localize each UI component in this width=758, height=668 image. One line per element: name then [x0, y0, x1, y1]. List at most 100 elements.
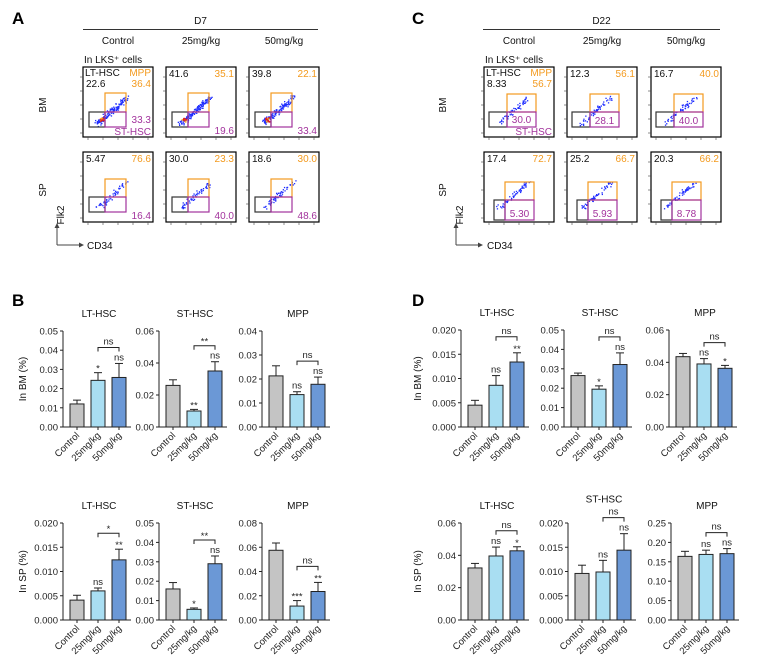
axis-arrow: [455, 226, 480, 246]
st-hsc-percent: 48.6: [298, 211, 318, 222]
event-dot: [290, 95, 292, 97]
event-dot: [191, 114, 194, 117]
event-dot: [523, 187, 525, 189]
event-dot: [596, 109, 599, 112]
event-dot-dense: [265, 118, 267, 121]
event-dot: [211, 96, 213, 98]
event-dot: [688, 102, 690, 105]
chart-title: ST-HSC: [177, 309, 214, 320]
event-dot: [681, 192, 683, 194]
event-dot: [281, 195, 283, 197]
event-dot: [106, 201, 108, 203]
comparison-bracket: [602, 517, 625, 522]
event-dot: [595, 110, 597, 112]
event-dot-dense: [100, 120, 102, 122]
event-dot: [275, 109, 277, 111]
bar-control: [69, 403, 85, 428]
event-dot: [611, 99, 613, 101]
event-dot: [127, 95, 130, 97]
event-dot: [122, 99, 124, 101]
event-dot: [519, 105, 521, 107]
event-dot: [204, 101, 206, 103]
event-dot: [672, 120, 674, 122]
event-dot: [179, 124, 181, 126]
event-dot: [100, 124, 102, 126]
event-dot: [193, 109, 196, 111]
event-dot: [606, 186, 609, 188]
event-dot: [127, 98, 129, 100]
event-dot: [108, 112, 110, 114]
st-hsc-percent: 40.0: [215, 211, 235, 222]
event-dot: [120, 101, 122, 103]
bar-chart-sp-lt-hsc: LT-HSC0.0000.0050.0100.0150.020Control25…: [34, 501, 131, 657]
event-dot: [581, 123, 583, 126]
event-dot: [525, 97, 527, 100]
event-dot: [666, 205, 668, 207]
event-dot: [598, 107, 600, 109]
event-dot: [199, 107, 201, 109]
y-tick-label: 0.015: [432, 350, 456, 361]
event-dot: [678, 197, 681, 200]
bar-50mg: [310, 383, 326, 428]
event-dot: [120, 103, 122, 105]
bar-chart-bm-st-hsc: ST-HSC0.000.010.020.030.040.05Control25m…: [541, 308, 632, 464]
event-dot: [108, 198, 110, 200]
y-tick-label: 0.04: [438, 551, 457, 562]
event-dot: [292, 98, 295, 100]
y-tick-label: 0.05: [136, 519, 155, 530]
event-dot: [105, 114, 107, 116]
event-dot: [525, 101, 527, 103]
event-dot: [275, 114, 277, 116]
mpp-percent: 56.7: [533, 79, 553, 90]
y-tick-label: 0.04: [136, 359, 155, 370]
y-tick-label: 0.02: [239, 375, 258, 386]
event-dot: [502, 205, 504, 207]
population-caption: In LKS⁺ cells: [485, 55, 543, 66]
event-dot: [124, 96, 126, 99]
lt-hsc-percent: 20.3: [654, 154, 674, 165]
event-dot: [269, 199, 271, 202]
event-dot: [671, 117, 673, 120]
event-dot: [523, 102, 525, 104]
event-dot: [177, 121, 179, 123]
chart-title: LT-HSC: [82, 501, 117, 512]
flow-plot: 20.3 66.2 8.78: [648, 151, 722, 225]
event-dot-dense: [181, 119, 184, 121]
row-label: SP: [38, 183, 49, 197]
y-axis-label: In SP (%): [18, 550, 29, 593]
event-dot: [520, 190, 522, 192]
event-dot: [280, 192, 282, 194]
bar-chart-sp-mpp: MPP0.000.050.100.150.200.25Control25mg/k…: [648, 501, 739, 657]
event-dot: [522, 100, 524, 102]
event-dot: [288, 104, 290, 106]
row-label: BM: [38, 98, 49, 113]
event-dot: [592, 115, 595, 117]
y-tick-label: 0.00: [239, 616, 258, 627]
event-dot: [522, 102, 524, 104]
event-dot: [107, 116, 109, 118]
event-dot-dense: [268, 117, 270, 119]
comparison-bracket: [296, 565, 319, 571]
event-dot: [272, 112, 274, 115]
y-tick-label: 0.020: [432, 326, 456, 337]
day-header: D7: [194, 16, 207, 27]
event-dot: [513, 107, 515, 110]
chart-title: ST-HSC: [582, 308, 619, 319]
y-tick-label: 0.05: [648, 596, 667, 607]
event-dot: [512, 193, 514, 195]
event-dot: [523, 184, 526, 186]
event-dot: [202, 107, 204, 109]
event-dot: [189, 202, 191, 204]
st-hsc-percent: 30.0: [512, 115, 532, 126]
y-tick-label: 0.02: [541, 384, 560, 395]
event-dot: [196, 194, 198, 196]
event-dot: [684, 189, 687, 191]
event-dot: [283, 104, 285, 107]
event-dot: [202, 103, 204, 105]
y-tick-label: 0.04: [40, 346, 59, 357]
event-dot: [598, 193, 600, 195]
event-dot: [266, 116, 268, 118]
event-dot: [119, 104, 121, 106]
event-dot: [510, 110, 512, 112]
